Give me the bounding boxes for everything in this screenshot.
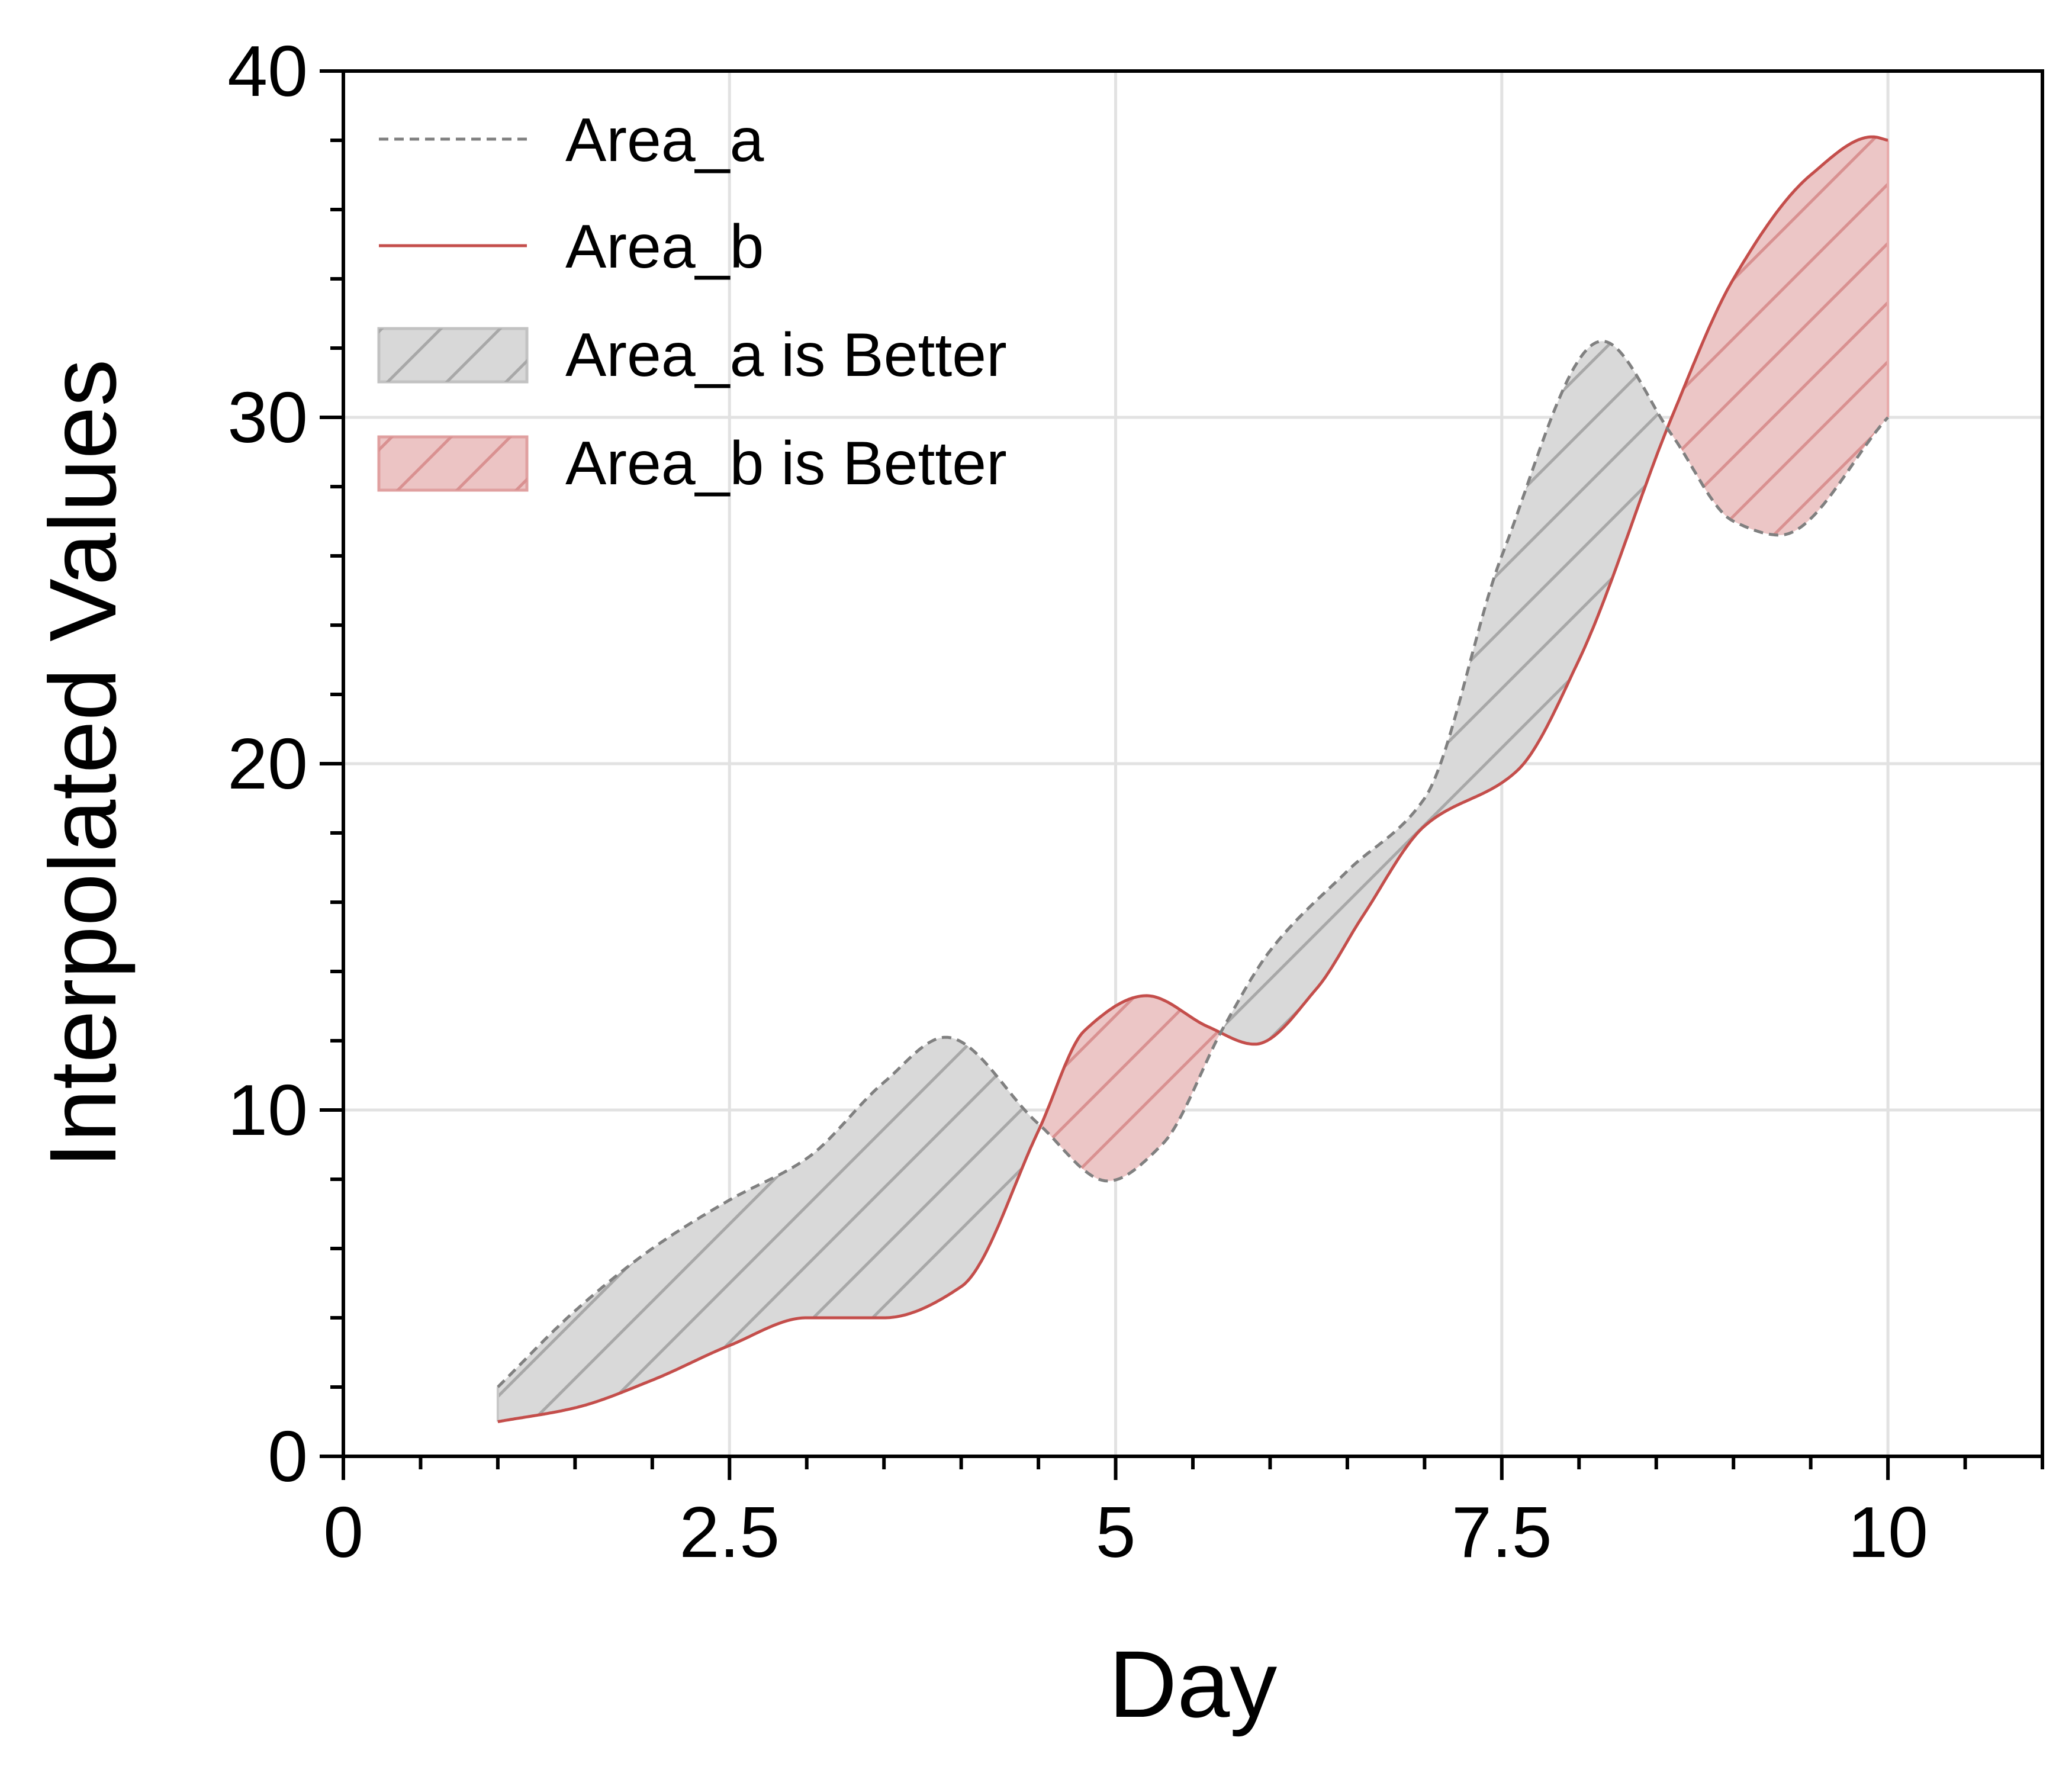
legend-swatch-area-b-better-hatch bbox=[379, 437, 527, 490]
y-axis-title: Interpolated Values bbox=[30, 359, 136, 1169]
x-tick-label: 10 bbox=[1848, 1492, 1928, 1572]
x-tick-label: 7.5 bbox=[1452, 1492, 1552, 1572]
y-tick-label: 0 bbox=[268, 1416, 308, 1497]
series-lines bbox=[497, 135, 1889, 1423]
hatch-area-a-better bbox=[497, 1037, 1042, 1422]
legend-swatch-area-a-better-hatch bbox=[379, 329, 527, 382]
legend-label-area-b-better: Area_b is Better bbox=[565, 429, 1007, 498]
axis-ticks bbox=[320, 69, 2044, 1480]
legend-label-area-a: Area_a bbox=[565, 106, 764, 175]
legend-label-area-b: Area_b bbox=[565, 213, 764, 281]
x-tick-label: 0 bbox=[323, 1492, 363, 1572]
series-line-area-b bbox=[497, 135, 1888, 1423]
axis-tick-labels: 0 2.5 5 7.5 10 0 10 20 30 40 bbox=[227, 31, 1928, 1572]
hatch-area-a-better bbox=[1221, 341, 1669, 1044]
x-axis-title: Day bbox=[1109, 1631, 1278, 1737]
x-tick-label: 2.5 bbox=[679, 1492, 780, 1572]
hatch-area-b-better bbox=[1668, 137, 1888, 535]
y-tick-label: 20 bbox=[227, 723, 308, 804]
hatch-area-b-better bbox=[1041, 995, 1221, 1181]
y-tick-label: 40 bbox=[227, 31, 308, 111]
y-tick-label: 30 bbox=[227, 377, 308, 458]
series-line-area-a bbox=[497, 339, 1889, 1388]
fill-areas bbox=[496, 137, 1890, 1422]
x-tick-label: 5 bbox=[1096, 1492, 1136, 1572]
legend: Area_a Area_b Area_a is Better Area_b is… bbox=[377, 106, 1007, 498]
legend-label-area-a-better: Area_a is Better bbox=[565, 321, 1007, 390]
y-tick-label: 10 bbox=[227, 1070, 308, 1150]
